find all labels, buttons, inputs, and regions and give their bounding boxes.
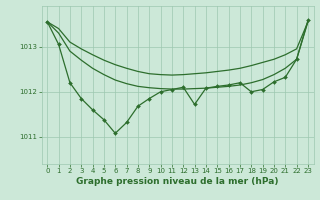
- X-axis label: Graphe pression niveau de la mer (hPa): Graphe pression niveau de la mer (hPa): [76, 177, 279, 186]
